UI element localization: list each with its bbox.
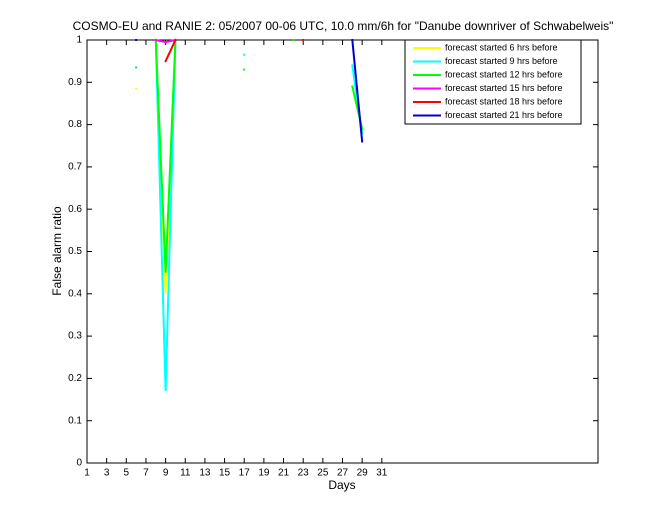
y-axis-label: False alarm ratio: [50, 206, 64, 296]
data-line: [164, 38, 305, 63]
x-tick-label: 1: [84, 468, 90, 479]
x-tick-label: 7: [143, 468, 149, 479]
legend-label: forecast started 21 hrs before: [445, 110, 563, 120]
x-tick-label: 31: [376, 468, 388, 479]
legend-box: [404, 39, 582, 125]
x-tick-label: 11: [180, 468, 191, 479]
legend-label: forecast started 12 hrs before: [445, 69, 563, 79]
legend-label: forecast started 15 hrs before: [445, 83, 563, 93]
x-tick-label: 25: [317, 468, 329, 479]
x-tick-label: 29: [357, 468, 369, 479]
x-tick-label: 5: [124, 468, 130, 479]
x-tick-label: 27: [337, 468, 349, 479]
x-tick-label: 17: [239, 468, 251, 479]
y-tick-label: 0.2: [68, 373, 82, 384]
legend-label: forecast started 9 hrs before: [445, 56, 558, 66]
x-tick-label: 15: [219, 468, 231, 479]
chart-title: COSMO-EU and RANIE 2: 05/2007 00-06 UTC,…: [73, 19, 614, 33]
y-tick-label: 1: [76, 35, 82, 46]
y-tick-label: 0.3: [68, 331, 82, 342]
legend-label: forecast started 6 hrs before: [445, 42, 558, 52]
x-tick-label: 23: [298, 468, 310, 479]
x-axis-label: Days: [328, 478, 355, 492]
x-tick-label: 19: [258, 468, 270, 479]
x-tick-label: 21: [278, 468, 290, 479]
x-tick-label: 13: [199, 468, 211, 479]
y-tick-label: 0.8: [68, 119, 82, 130]
y-tick-label: 0.4: [68, 288, 82, 299]
x-tick-label: 3: [104, 468, 110, 479]
y-tick-label: 0.7: [68, 162, 82, 173]
data-line: [154, 38, 177, 44]
data-line: [135, 38, 364, 143]
y-tick-label: 0.6: [68, 204, 82, 215]
y-tick-label: 0.1: [68, 415, 82, 426]
y-tick-label: 0.5: [68, 246, 82, 257]
data-line: [135, 38, 364, 273]
y-tick-label: 0.9: [68, 77, 82, 88]
x-tick-label: 9: [163, 468, 169, 479]
y-tick-label: 0: [76, 458, 82, 469]
legend-label: forecast started 18 hrs before: [445, 96, 563, 106]
